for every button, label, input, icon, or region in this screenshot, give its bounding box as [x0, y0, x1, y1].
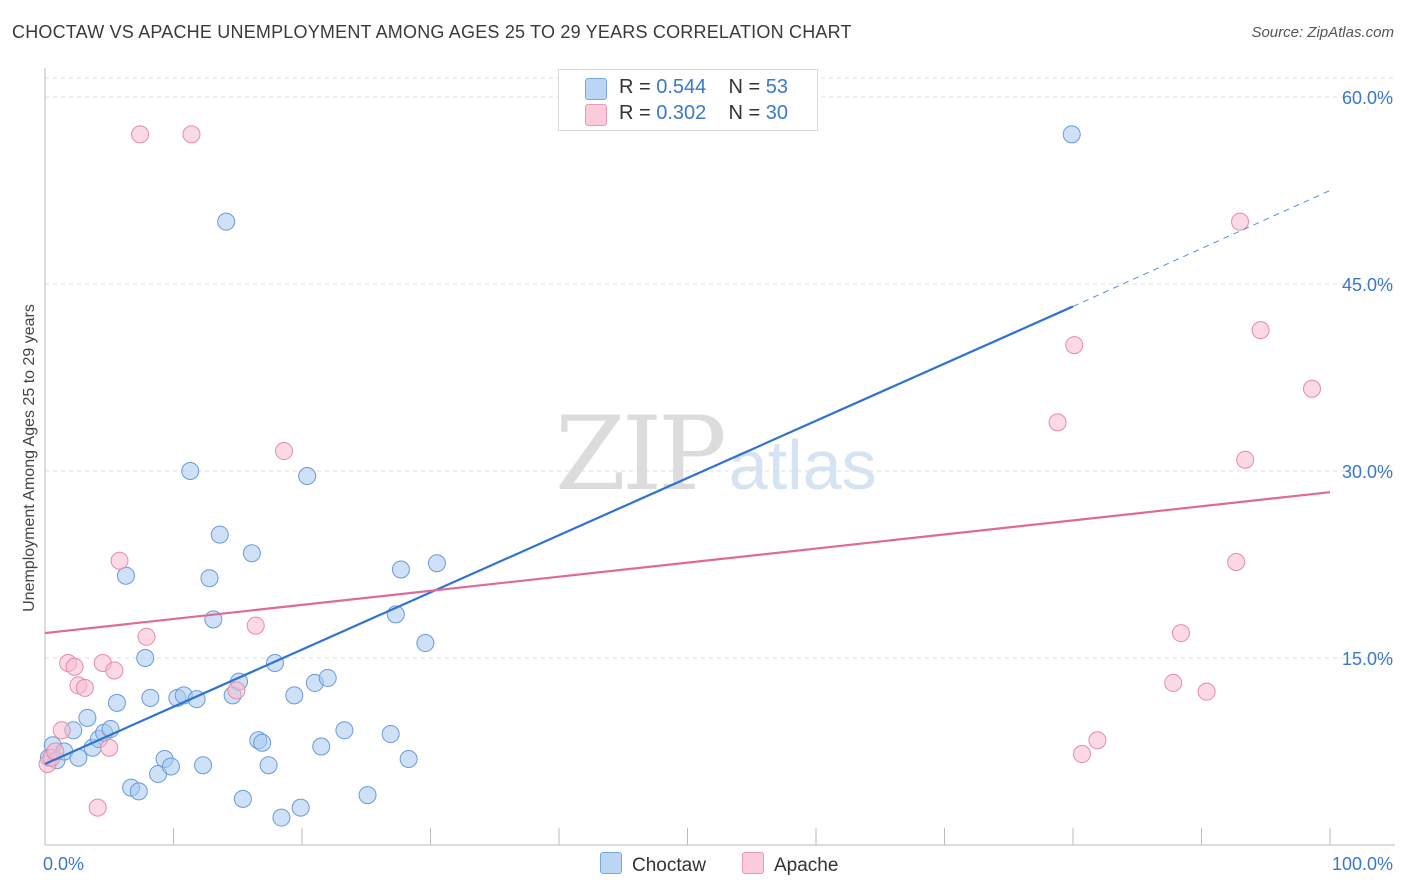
source-label: Source: ZipAtlas.com [1251, 24, 1394, 41]
choctaw-point [298, 466, 317, 485]
choctaw-point [381, 725, 400, 744]
apache-point [1227, 553, 1246, 572]
apache-point [100, 738, 119, 757]
apache-r-label: R = [619, 102, 651, 124]
choctaw-point [217, 212, 236, 231]
apache-point [110, 551, 129, 570]
choctaw-point [318, 668, 337, 687]
watermark-zip: ZIP [555, 395, 727, 514]
choctaw-trend-line [44, 305, 1074, 765]
choctaw-point [285, 686, 304, 705]
apache-point [1048, 413, 1067, 432]
bottom-legend-apache: Apache [742, 852, 838, 877]
apache-point [1065, 336, 1084, 355]
apache-r-value: 0.302 [656, 102, 707, 124]
choctaw-point [259, 756, 278, 775]
choctaw-trend-extension [1072, 190, 1331, 307]
apache-n-value: 30 [765, 102, 789, 124]
choctaw-legend-label: Choctaw [632, 855, 706, 876]
choctaw-point [136, 649, 155, 667]
apache-point [131, 125, 150, 144]
apache-point [1164, 673, 1183, 692]
watermark-atlas: atlas [728, 426, 877, 504]
choctaw-swatch [585, 78, 607, 100]
choctaw-point [141, 688, 160, 707]
choctaw-point [194, 756, 213, 775]
apache-point [227, 681, 246, 700]
choctaw-r-label: R = [619, 76, 651, 98]
apache-point [88, 798, 107, 817]
apache-point [1251, 321, 1270, 340]
apache-legend-label: Apache [774, 855, 839, 876]
choctaw-point [291, 798, 310, 817]
choctaw-n-label: N = [728, 76, 761, 98]
x-tick-label: 0.0% [43, 854, 84, 874]
correlation-legend: R = 0.544 N = 53 R = 0.302 N = 30 [558, 69, 818, 131]
choctaw-point [210, 525, 229, 544]
apache-legend-swatch [742, 852, 764, 874]
apache-point [1236, 450, 1255, 469]
choctaw-point [427, 554, 446, 573]
apache-point [75, 678, 94, 697]
apache-swatch [585, 104, 607, 126]
x-tick-label: 100.0% [1332, 854, 1393, 874]
choctaw-n-value: 53 [765, 76, 789, 98]
bottom-legend-choctaw: Choctaw [600, 852, 706, 877]
apache-point [1231, 212, 1250, 231]
apache-point [65, 657, 84, 676]
choctaw-point [1062, 125, 1081, 144]
choctaw-point [312, 737, 331, 756]
apache-point [1088, 731, 1107, 750]
apache-point [52, 721, 71, 740]
y-tick-label: 45.0% [1342, 275, 1393, 295]
apache-point [1171, 624, 1190, 643]
choctaw-point [129, 782, 148, 801]
choctaw-point [242, 544, 261, 563]
apache-point [1197, 682, 1216, 701]
choctaw-point [358, 786, 377, 805]
watermark: ZIPatlas [555, 395, 877, 514]
apache-n-label: N = [728, 102, 761, 124]
choctaw-point [161, 757, 180, 776]
apache-trend-line [44, 491, 1331, 635]
choctaw-point [272, 808, 291, 827]
apache-point [275, 442, 294, 461]
choctaw-r-value: 0.544 [656, 76, 707, 98]
apache-point [137, 627, 156, 646]
choctaw-legend-swatch [600, 852, 622, 874]
choctaw-point [78, 708, 97, 727]
choctaw-point [233, 789, 252, 808]
apache-point [182, 125, 201, 144]
apache-point [246, 616, 265, 635]
choctaw-point [107, 693, 126, 712]
apache-point [105, 661, 124, 680]
choctaw-point [335, 721, 354, 740]
y-tick-label: 30.0% [1342, 462, 1393, 482]
choctaw-point [391, 560, 410, 579]
choctaw-point [266, 653, 285, 672]
choctaw-point [116, 566, 135, 585]
choctaw-point [253, 733, 272, 752]
choctaw-point [200, 569, 219, 588]
chart-title: CHOCTAW VS APACHE UNEMPLOYMENT AMONG AGE… [12, 22, 852, 42]
y-tick-label: 15.0% [1342, 649, 1393, 669]
choctaw-point [416, 634, 435, 653]
apache-point [1303, 379, 1322, 398]
choctaw-point [181, 462, 200, 480]
choctaw-point [399, 749, 418, 768]
y-tick-label: 60.0% [1342, 88, 1393, 108]
apache-point [1072, 744, 1091, 763]
